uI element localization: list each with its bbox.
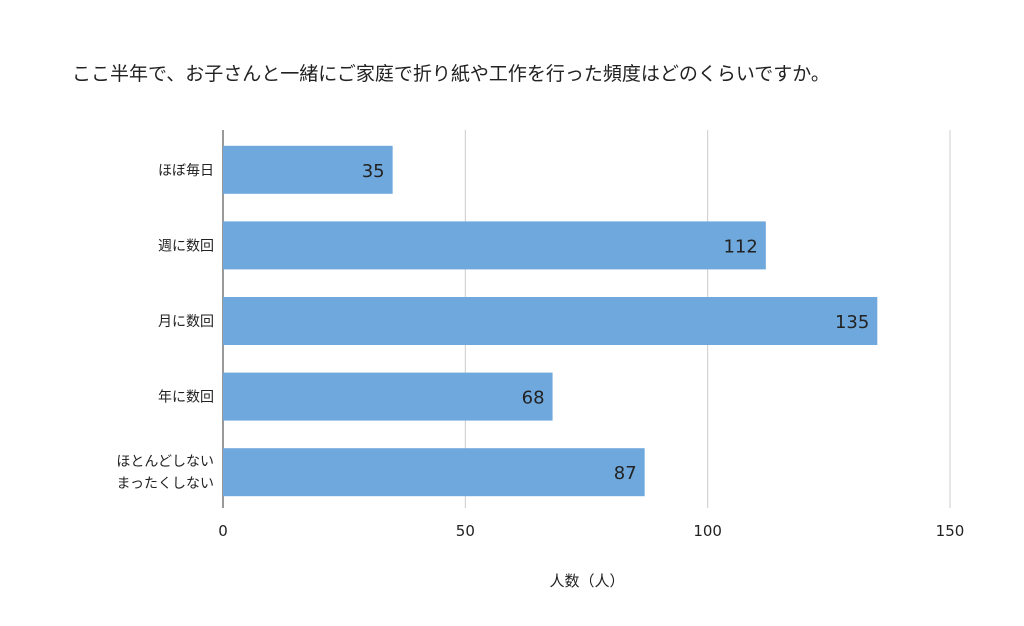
bar (223, 221, 766, 270)
x-tick-label: 150 (936, 522, 965, 540)
bar-value-label: 35 (362, 161, 385, 182)
x-tick-label: 50 (456, 522, 475, 540)
x-tick-label: 100 (693, 522, 722, 540)
category-label: 年に数回 (158, 390, 214, 406)
category-label: ほぼ毎日 (158, 163, 214, 179)
bar-value-label: 68 (522, 388, 545, 409)
bar (223, 145, 393, 194)
chart-title: ここ半年で、お子さんと一緒にご家庭で折り紙や工作を行った頻度はどのくらいですか。 (72, 63, 830, 85)
bar (223, 372, 553, 421)
bar-value-label: 135 (835, 312, 869, 333)
bar (223, 448, 645, 497)
bar-value-label: 87 (614, 463, 637, 484)
bar-value-label: 112 (723, 236, 757, 257)
category-label: 週に数回 (158, 238, 214, 254)
bar (223, 297, 878, 345)
category-label: 月に数回 (158, 314, 214, 330)
category-label: ほとんどしないまったくしない (116, 454, 214, 492)
x-tick-label: 0 (218, 522, 228, 540)
x-axis-label: 人数（人） (549, 572, 624, 590)
